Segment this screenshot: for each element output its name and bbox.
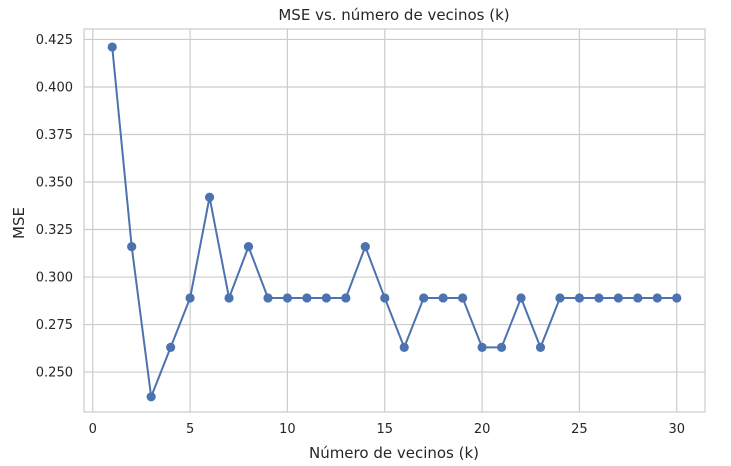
- x-tick-label: 5: [186, 422, 194, 437]
- x-tick-label: 10: [279, 422, 296, 437]
- series-markers: [107, 42, 682, 402]
- data-point: [224, 293, 234, 303]
- data-point: [594, 293, 604, 303]
- data-point: [146, 392, 156, 402]
- data-point: [185, 293, 195, 303]
- y-tick-label: 0.375: [36, 128, 73, 143]
- x-tick-label: 15: [376, 422, 393, 437]
- data-point: [438, 293, 448, 303]
- y-tick-label: 0.250: [36, 366, 73, 381]
- data-point: [496, 342, 507, 352]
- y-tick-label: 0.400: [36, 80, 73, 95]
- plot-area-frame: [83, 28, 706, 413]
- data-point: [243, 242, 254, 252]
- data-point: [127, 242, 137, 252]
- mse-line: [111, 46, 677, 398]
- data-point: [613, 293, 623, 303]
- x-tick-label: 25: [571, 422, 588, 437]
- grid-lines: [84, 29, 705, 412]
- data-point: [204, 192, 215, 202]
- x-tick-label: 20: [474, 422, 491, 437]
- data-point: [574, 293, 585, 303]
- data-point: [672, 293, 682, 303]
- data-point: [458, 293, 468, 303]
- data-point: [321, 293, 331, 303]
- data-point: [341, 293, 351, 303]
- y-tick-label: 0.275: [36, 318, 73, 333]
- data-point: [380, 293, 390, 303]
- data-point: [477, 342, 487, 352]
- data-point: [399, 342, 409, 352]
- y-axis-label: MSE: [10, 207, 28, 239]
- x-axis-label: Número de vecinos (k): [309, 444, 479, 462]
- y-tick-label: 0.425: [36, 33, 73, 48]
- data-point: [555, 293, 565, 303]
- x-tick-labels: 0 5 10 15 20 25 30: [89, 422, 685, 437]
- y-tick-labels: 0.250 0.275 0.300 0.325 0.350 0.375 0.400 0.425: [36, 33, 73, 381]
- x-tick-label: 30: [668, 422, 685, 437]
- data-point: [302, 293, 312, 303]
- data-point: [652, 293, 662, 303]
- series-line: [111, 46, 677, 398]
- data-point: [516, 293, 526, 303]
- data-point: [360, 242, 370, 252]
- y-tick-label: 0.350: [36, 176, 73, 191]
- y-tick-label: 0.325: [36, 223, 73, 238]
- chart-title: MSE vs. número de vecinos (k): [278, 6, 509, 24]
- data-point: [535, 342, 546, 352]
- y-tick-label: 0.300: [36, 271, 73, 286]
- data-point: [107, 42, 117, 52]
- data-point: [419, 293, 429, 303]
- x-tick-label: 0: [89, 422, 97, 437]
- data-point: [166, 342, 176, 352]
- data-point: [282, 293, 293, 303]
- data-point: [633, 293, 643, 303]
- data-point: [263, 293, 273, 303]
